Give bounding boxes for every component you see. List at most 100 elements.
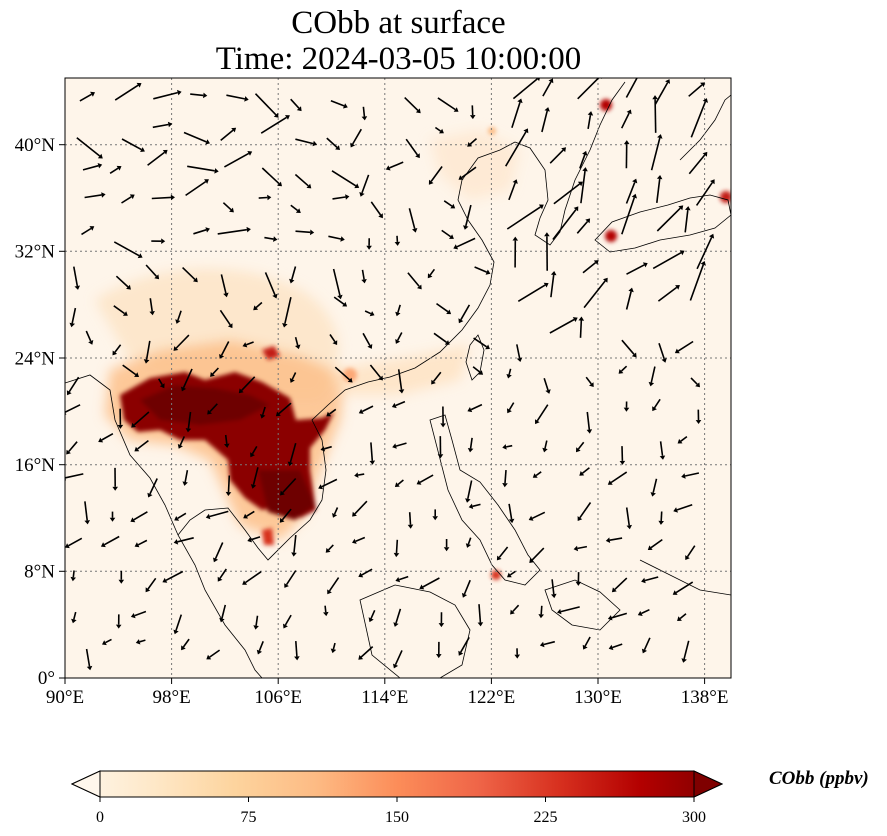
wind-arrow-head <box>115 624 122 629</box>
wind-arrow-head <box>205 513 211 520</box>
x-tick-label: 114°E <box>361 687 408 708</box>
x-tick-label: 122°E <box>468 687 516 708</box>
wind-arrow-head <box>557 608 562 615</box>
wind-arrow-head <box>223 292 229 298</box>
wind-arrow <box>650 366 656 383</box>
wind-arrow <box>255 615 259 626</box>
wind-arrow-head <box>478 370 484 375</box>
wind-arrow-head <box>280 490 285 496</box>
wind-arrow <box>187 411 192 429</box>
wind-arrow <box>652 252 682 270</box>
wind-arrow <box>549 318 575 334</box>
wind-arrow <box>220 341 230 356</box>
wind-arrow <box>72 570 75 578</box>
wind-arrow-head <box>665 79 670 84</box>
wind-arrow <box>139 639 146 643</box>
y-tick-label: 16°N <box>15 455 56 476</box>
wind-arrow-head <box>419 584 425 590</box>
colorbar-label: CObb (ppbv) <box>769 768 869 789</box>
wind-arrow <box>264 236 274 240</box>
wind-arrow <box>396 332 403 341</box>
wind-arrow-head <box>415 108 421 114</box>
wind-arrow <box>579 154 586 169</box>
wind-arrow <box>470 403 483 411</box>
wind-arrow-head <box>632 178 638 184</box>
wind-arrow-head <box>272 293 278 299</box>
wind-arrow-head <box>538 204 544 210</box>
wind-arrow-head <box>582 167 588 172</box>
wind-arrow-head <box>213 557 219 563</box>
wind-arrow-head <box>90 91 95 97</box>
wind-arrow-head <box>247 537 252 543</box>
wind-arrow-head <box>350 142 356 148</box>
wind-arrow-head <box>672 590 678 595</box>
colorbar-tick-label: 0 <box>96 809 104 826</box>
wind-arrow <box>145 264 157 277</box>
wind-arrow <box>360 646 374 658</box>
wind-arrow-head <box>678 205 684 211</box>
wind-arrow <box>209 649 221 658</box>
wind-arrow-head <box>685 206 691 211</box>
wind-arrow-head <box>361 279 367 284</box>
wind-arrow-head <box>582 150 588 156</box>
wind-arrow <box>185 180 207 197</box>
wind-arrow-head <box>320 446 326 452</box>
wind-arrow-head <box>102 640 107 646</box>
wind-arrow <box>241 376 256 391</box>
wind-arrow-head <box>97 153 103 159</box>
wind-arrow <box>577 78 600 100</box>
colorbar: 0 75 150 225 300 <box>70 770 724 826</box>
wind-arrow-head <box>70 576 76 582</box>
wind-arrow <box>294 336 299 346</box>
wind-arrow-head <box>709 233 715 239</box>
wind-arrow <box>397 304 401 313</box>
wind-arrow <box>472 366 481 373</box>
wind-arrow-head <box>289 278 295 284</box>
wind-arrow-head <box>284 583 289 588</box>
wind-arrow <box>370 201 382 216</box>
wind-arrow <box>284 297 292 324</box>
wind-arrow-head <box>416 479 422 485</box>
wind-arrow <box>364 310 372 315</box>
wind-arrow <box>690 101 707 138</box>
wind-arrow-head <box>214 168 219 174</box>
wind-arrow-head <box>576 447 581 453</box>
wind-arrow <box>261 167 280 185</box>
wind-arrow <box>405 138 419 156</box>
wind-arrow-head <box>279 517 285 523</box>
wind-arrow-head <box>332 340 338 345</box>
wind-arrow <box>221 604 227 619</box>
wind-arrow-head <box>453 244 459 250</box>
wind-arrow <box>505 131 527 167</box>
wind-arrow <box>226 94 245 100</box>
wind-arrow <box>506 444 513 448</box>
wind-arrow <box>430 166 443 182</box>
wind-arrow-head <box>463 225 469 230</box>
wind-arrow-head <box>247 151 253 156</box>
wind-arrow-head <box>502 483 508 488</box>
wind-arrow-head <box>575 581 582 586</box>
wind-arrow <box>250 536 261 541</box>
wind-arrow-head <box>204 179 209 184</box>
wind-arrow <box>114 84 139 101</box>
wind-arrow <box>329 408 337 415</box>
y-tick-label: 8°N <box>24 562 55 583</box>
wind-arrow <box>209 510 229 518</box>
wind-arrow-head <box>438 623 445 628</box>
wind-arrow-head <box>674 348 680 354</box>
colorbar-tick-label: 150 <box>385 809 409 826</box>
gridlines <box>65 78 731 678</box>
wind-arrow-head <box>101 192 106 198</box>
wind-arrow-head <box>243 513 248 519</box>
wind-arrow-head <box>167 121 173 128</box>
wind-arrow-head <box>585 218 591 224</box>
wind-arrow <box>658 342 665 360</box>
wind-arrow-head <box>69 322 75 328</box>
wind-arrow <box>175 614 183 631</box>
wind-arrow-head <box>159 383 165 389</box>
wind-arrow <box>258 641 264 652</box>
wind-arrow <box>434 126 442 132</box>
wind-arrow <box>121 196 132 204</box>
wind-arrow <box>362 405 374 413</box>
wind-arrow-head <box>366 245 372 250</box>
